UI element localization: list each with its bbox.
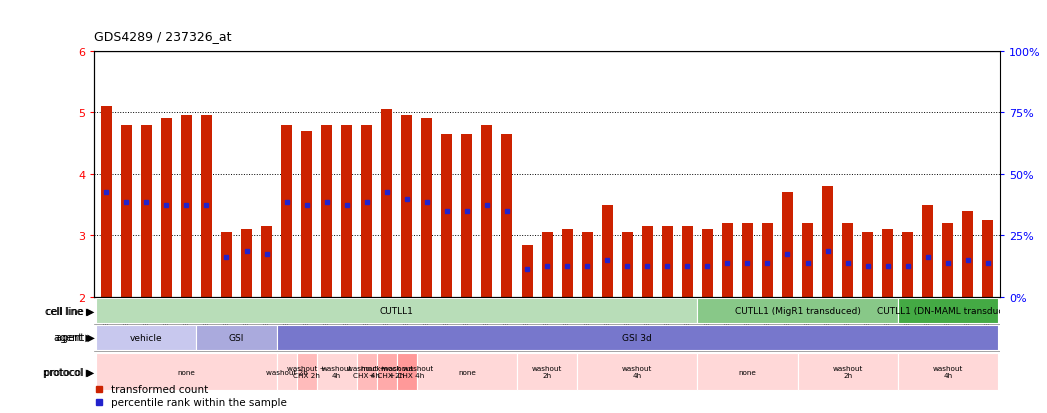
Text: percentile rank within the sample: percentile rank within the sample bbox=[111, 397, 287, 407]
Bar bbox=[697, 299, 897, 323]
Bar bbox=[701, 230, 713, 297]
Bar bbox=[897, 299, 998, 323]
Bar bbox=[942, 224, 954, 297]
Bar bbox=[762, 224, 773, 297]
Text: protocol ▶: protocol ▶ bbox=[43, 367, 93, 377]
Bar bbox=[201, 116, 211, 297]
Bar bbox=[802, 224, 814, 297]
Bar bbox=[321, 126, 332, 297]
Bar bbox=[462, 135, 472, 297]
Bar bbox=[357, 353, 377, 390]
Bar bbox=[96, 299, 697, 323]
Bar bbox=[517, 353, 577, 390]
Bar bbox=[96, 325, 197, 350]
Text: washout
2h: washout 2h bbox=[532, 365, 562, 378]
Bar bbox=[161, 119, 172, 297]
Bar bbox=[642, 227, 652, 297]
Bar bbox=[401, 116, 413, 297]
Bar bbox=[541, 233, 553, 297]
Bar bbox=[682, 227, 693, 297]
Text: washout +
CHX 4h: washout + CHX 4h bbox=[348, 365, 386, 378]
Bar bbox=[96, 353, 276, 390]
Bar bbox=[241, 230, 252, 297]
Bar bbox=[782, 193, 793, 297]
Text: none: none bbox=[177, 369, 196, 375]
Bar bbox=[842, 224, 853, 297]
Bar bbox=[602, 205, 612, 297]
Bar bbox=[502, 135, 512, 297]
Bar bbox=[962, 211, 974, 297]
Bar bbox=[197, 325, 276, 350]
Bar bbox=[862, 233, 873, 297]
Text: transformed count: transformed count bbox=[111, 384, 207, 394]
Bar bbox=[281, 126, 292, 297]
Bar bbox=[883, 230, 893, 297]
Text: GSI: GSI bbox=[229, 333, 244, 342]
Text: mock washout
+ CHX 2h: mock washout + CHX 2h bbox=[360, 365, 413, 378]
Bar bbox=[561, 230, 573, 297]
Bar bbox=[442, 135, 452, 297]
Text: cell line ▶: cell line ▶ bbox=[45, 306, 93, 316]
Bar bbox=[662, 227, 673, 297]
Bar bbox=[341, 126, 352, 297]
Bar bbox=[822, 187, 833, 297]
Text: cell line ▶: cell line ▶ bbox=[46, 306, 94, 316]
Text: none: none bbox=[458, 369, 475, 375]
Bar bbox=[742, 224, 753, 297]
Text: washout 2h: washout 2h bbox=[266, 369, 308, 375]
Bar bbox=[798, 353, 897, 390]
Bar bbox=[101, 107, 112, 297]
Bar bbox=[577, 353, 697, 390]
Bar bbox=[622, 233, 632, 297]
Bar bbox=[140, 126, 152, 297]
Text: none: none bbox=[738, 369, 756, 375]
Text: GDS4289 / 237326_at: GDS4289 / 237326_at bbox=[94, 31, 231, 43]
Bar bbox=[377, 353, 397, 390]
Bar bbox=[482, 126, 492, 297]
Bar bbox=[721, 224, 733, 297]
Bar bbox=[221, 233, 232, 297]
Bar bbox=[261, 227, 272, 297]
Text: CUTLL1 (MigR1 transduced): CUTLL1 (MigR1 transduced) bbox=[735, 306, 861, 315]
Text: washout
2h: washout 2h bbox=[832, 365, 863, 378]
Bar bbox=[276, 325, 998, 350]
Text: mock washout
+ CHX 4h: mock washout + CHX 4h bbox=[381, 365, 432, 378]
Text: vehicle: vehicle bbox=[130, 333, 162, 342]
Text: washout +
CHX 2h: washout + CHX 2h bbox=[287, 365, 326, 378]
Bar bbox=[302, 131, 312, 297]
Bar bbox=[421, 119, 432, 297]
Bar bbox=[397, 353, 417, 390]
Text: agent ▶: agent ▶ bbox=[54, 332, 93, 343]
Bar bbox=[381, 110, 393, 297]
Bar bbox=[316, 353, 357, 390]
Text: GSI 3d: GSI 3d bbox=[622, 333, 652, 342]
Bar bbox=[982, 221, 994, 297]
Text: protocol ▶: protocol ▶ bbox=[44, 367, 94, 377]
Bar bbox=[120, 126, 132, 297]
Bar bbox=[417, 353, 517, 390]
Text: washout
4h: washout 4h bbox=[321, 365, 352, 378]
Bar bbox=[521, 245, 533, 297]
Bar bbox=[276, 353, 296, 390]
Text: CUTLL1: CUTLL1 bbox=[380, 306, 414, 315]
Bar bbox=[922, 205, 933, 297]
Bar bbox=[903, 233, 913, 297]
Text: CUTLL1 (DN-MAML transduced): CUTLL1 (DN-MAML transduced) bbox=[877, 306, 1019, 315]
Text: washout
4h: washout 4h bbox=[933, 365, 963, 378]
Bar bbox=[181, 116, 192, 297]
Bar bbox=[897, 353, 998, 390]
Bar bbox=[361, 126, 373, 297]
Text: agent ▶: agent ▶ bbox=[55, 332, 94, 343]
Bar bbox=[697, 353, 798, 390]
Text: washout
4h: washout 4h bbox=[622, 365, 652, 378]
Bar bbox=[296, 353, 316, 390]
Bar bbox=[582, 233, 593, 297]
